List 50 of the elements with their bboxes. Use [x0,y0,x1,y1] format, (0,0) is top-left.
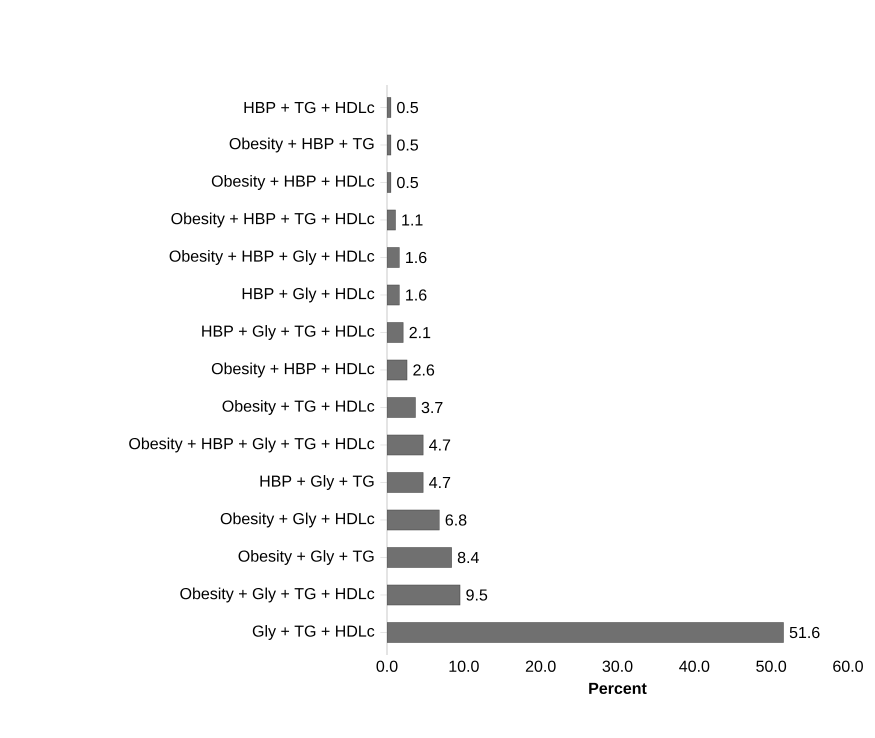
data-label: 3.7 [422,402,442,414]
bar [387,360,408,380]
x-tick-label: 0.0 [376,660,398,672]
y-tick-label: Obesity + Gly + TG [238,550,374,565]
bar [387,547,452,568]
x-tick-label: 40.0 [679,660,710,672]
x-axis-title: Percent [589,682,647,694]
bar [387,510,440,530]
data-label: 9.5 [466,589,488,601]
y-tick-label: HBP + Gly + TG [260,475,374,490]
bar [387,210,396,230]
y-tick-label: Obesity + HBP + Gly + TG + HDLc [129,438,374,452]
bar [387,247,400,268]
data-label: 2.6 [413,364,434,376]
data-label: 8.4 [458,552,479,564]
y-tick-label: Obesity + HBP + TG [230,138,374,152]
y-tick-label: Obesity + HBP + TG + HDLc [171,212,374,228]
data-label: 0.5 [397,102,418,114]
y-tick-label: HBP + Gly + HDLc [242,288,374,302]
y-tick-label: Gly + TG + HDLc [252,625,374,640]
data-label: 2.1 [410,326,430,338]
bar [387,322,404,343]
data-label: 4.7 [429,476,450,488]
bar [387,584,460,606]
y-tick-label: Obesity + HBP + HDLc [212,175,374,190]
y-tick-label: Obesity + HBP + Gly + HDLc [170,250,374,265]
y-tick-label: HBP + TG + HDLc [244,102,374,114]
bar [387,472,424,493]
y-tick-label: Obesity + HBP + HDLc [212,362,374,378]
bar [387,284,400,306]
y-tick-label: Obesity + Gly + TG + HDLc [180,588,374,602]
y-tick-label: Obesity + Gly + HDLc [220,512,374,528]
x-tick-label: 20.0 [526,660,556,672]
data-label: 1.1 [402,214,423,226]
data-label: 4.7 [429,439,450,450]
data-label: 6.8 [446,514,466,526]
x-tick-label: 10.0 [449,660,479,672]
bar [387,434,424,456]
y-tick-label: HBP + Gly + TG + HDLc [202,325,374,340]
x-tick-label: 30.0 [602,660,632,672]
data-label: 0.5 [397,139,418,151]
data-label: 1.6 [406,252,426,264]
x-tick-label: 60.0 [833,660,863,672]
y-tick-label: Obesity + TG + HDLc [222,400,374,415]
data-label: 1.6 [406,289,426,301]
bar [387,397,416,418]
data-label: 0.5 [397,176,418,188]
x-tick-label: 50.0 [756,660,786,672]
data-label: 51.6 [790,626,820,638]
bar [387,622,784,643]
